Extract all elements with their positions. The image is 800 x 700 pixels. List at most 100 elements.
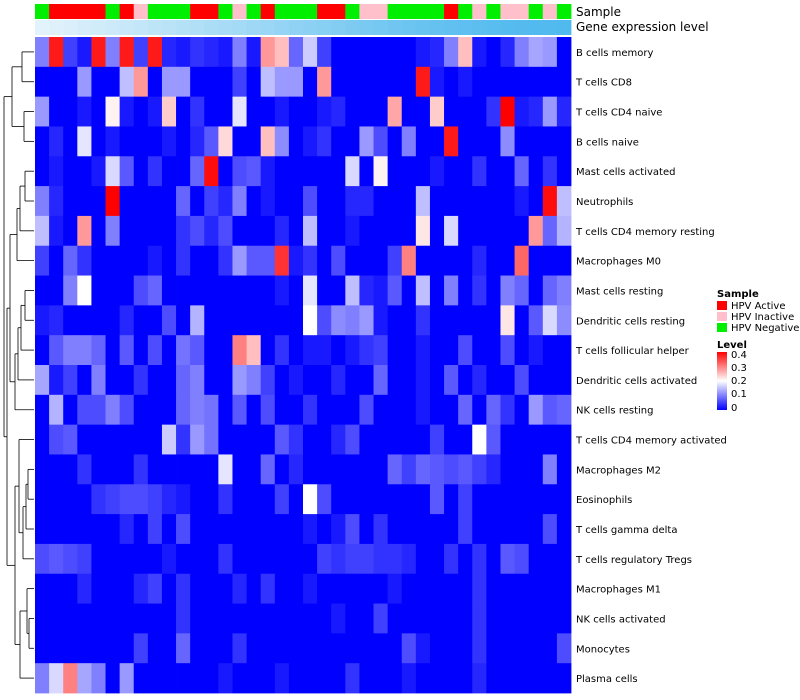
sample-cell-7: [133, 4, 149, 19]
cell-b-cells-memory-27: [415, 37, 431, 68]
cell-t-cells-cd8-8: [147, 66, 163, 98]
cell-plasma-cells-36: [542, 663, 558, 694]
sample-cell-14: [232, 4, 247, 19]
cell-mast-cells-activated-17: [274, 156, 290, 187]
cell-t-cells-cd4-memory-resting-25: [387, 215, 403, 247]
cell-t-cells-regulatory-tregs-33: [500, 543, 515, 575]
cell-neutrophils-4: [91, 186, 106, 217]
cell-t-cells-regulatory-tregs-22: [345, 543, 360, 575]
cell-b-cells-memory-19: [303, 37, 318, 68]
cell-t-cells-regulatory-tregs-25: [387, 543, 403, 575]
cell-macrophages-m1-31: [472, 573, 487, 604]
cell-eosinophils-15: [246, 484, 262, 515]
gene-level-cell-14: [232, 20, 247, 35]
cell-mast-cells-activated-24: [373, 156, 389, 187]
cell-b-cells-naive-7: [133, 126, 149, 157]
cell-b-cells-naive-14: [232, 126, 247, 157]
cell-mast-cells-resting-4: [91, 275, 106, 306]
cell-macrophages-m0-23: [359, 245, 374, 276]
cell-eosinophils-4: [91, 484, 106, 515]
cell-t-cells-cd4-memory-activated-9: [161, 424, 177, 455]
cell-macrophages-m2-33: [500, 454, 515, 485]
cell-t-cells-gamma-delta-1: [49, 514, 64, 545]
cell-t-cells-regulatory-tregs-31: [472, 543, 487, 575]
cell-macrophages-m2-25: [387, 454, 403, 485]
gene-level-cell-4: [91, 20, 106, 35]
cell-dendritic-cells-resting-3: [77, 305, 92, 336]
cell-dendritic-cells-resting-25: [387, 305, 403, 336]
cell-t-cells-cd8-29: [444, 66, 459, 98]
cell-dendritic-cells-resting-29: [444, 305, 459, 336]
cell-nk-cells-resting-18: [288, 394, 304, 426]
row-label-monocytes: Monocytes: [576, 644, 630, 655]
cell-macrophages-m1-19: [303, 573, 318, 604]
cell-nk-cells-activated-6: [119, 603, 135, 634]
cell-t-cells-gamma-delta-14: [232, 514, 247, 545]
cell-monocytes-4: [91, 633, 106, 664]
gene-level-cell-30: [458, 20, 473, 35]
cell-t-cells-follicular-helper-34: [514, 335, 530, 366]
cell-dendritic-cells-activated-37: [556, 365, 572, 396]
cell-dendritic-cells-resting-31: [472, 305, 487, 336]
cell-plasma-cells-18: [288, 663, 304, 694]
cell-monocytes-32: [486, 633, 501, 664]
cell-t-cells-follicular-helper-21: [331, 335, 346, 366]
cell-t-cells-regulatory-tregs-19: [303, 543, 318, 575]
cell-macrophages-m0-22: [345, 245, 360, 276]
cell-macrophages-m1-26: [401, 573, 417, 604]
cell-t-cells-cd4-naive-33: [500, 96, 515, 127]
cell-monocytes-6: [119, 633, 135, 664]
cell-neutrophils-30: [458, 186, 473, 217]
cell-t-cells-cd4-memory-activated-22: [345, 424, 360, 455]
cell-macrophages-m0-0: [35, 245, 50, 276]
gene-level-cell-33: [500, 20, 515, 35]
cell-t-cells-cd4-naive-24: [373, 96, 389, 127]
cell-t-cells-regulatory-tregs-11: [190, 543, 205, 575]
cell-b-cells-naive-37: [556, 126, 572, 157]
cell-monocytes-13: [218, 633, 233, 664]
cell-neutrophils-34: [514, 186, 530, 217]
cell-t-cells-gamma-delta-27: [415, 514, 431, 545]
cell-neutrophils-37: [556, 186, 572, 217]
cell-dendritic-cells-activated-2: [63, 365, 78, 396]
cell-t-cells-cd4-memory-activated-12: [204, 424, 219, 455]
cell-t-cells-cd4-naive-16: [260, 96, 276, 127]
cell-dendritic-cells-resting-12: [204, 305, 219, 336]
cell-neutrophils-25: [387, 186, 403, 217]
row-label-t-cells-regulatory-tregs: T cells regulatory Tregs: [575, 555, 692, 566]
cell-dendritic-cells-resting-37: [556, 305, 572, 336]
cell-mast-cells-activated-16: [260, 156, 276, 187]
cell-macrophages-m1-16: [260, 573, 276, 604]
cell-neutrophils-19: [303, 186, 318, 217]
cell-neutrophils-23: [359, 186, 374, 217]
gene-level-cell-0: [35, 20, 50, 35]
cell-t-cells-cd4-memory-resting-27: [415, 215, 431, 247]
cell-monocytes-12: [204, 633, 219, 664]
cell-t-cells-regulatory-tregs-34: [514, 543, 530, 575]
cell-b-cells-memory-24: [373, 37, 389, 68]
cell-mast-cells-resting-37: [556, 275, 572, 306]
cell-macrophages-m0-37: [556, 245, 572, 276]
cell-t-cells-follicular-helper-12: [204, 335, 219, 366]
row-labels: B cells memory T cells CD8 T cells CD4 nai…: [575, 48, 727, 685]
cell-t-cells-cd4-naive-0: [35, 96, 50, 127]
cell-t-cells-cd4-memory-activated-24: [373, 424, 389, 455]
sample-cell-24: [373, 4, 389, 19]
cell-mast-cells-resting-6: [119, 275, 135, 306]
cell-t-cells-regulatory-tregs-36: [542, 543, 558, 575]
gene-level-cell-13: [218, 20, 233, 35]
cell-t-cells-cd4-memory-resting-8: [147, 215, 163, 247]
cell-nk-cells-resting-0: [35, 394, 50, 426]
cell-neutrophils-2: [63, 186, 78, 217]
cell-t-cells-cd4-memory-activated-20: [317, 424, 332, 455]
row-label-macrophages-m2: Macrophages M2: [576, 465, 661, 476]
cell-t-cells-cd4-memory-resting-23: [359, 215, 374, 247]
cell-nk-cells-resting-29: [444, 394, 459, 426]
cell-t-cells-regulatory-tregs-16: [260, 543, 276, 575]
cell-nk-cells-resting-11: [190, 394, 205, 426]
cell-eosinophils-10: [176, 484, 191, 515]
cell-nk-cells-resting-25: [387, 394, 403, 426]
cell-macrophages-m2-29: [444, 454, 459, 485]
cell-t-cells-gamma-delta-8: [147, 514, 163, 545]
cell-dendritic-cells-resting-36: [542, 305, 558, 336]
